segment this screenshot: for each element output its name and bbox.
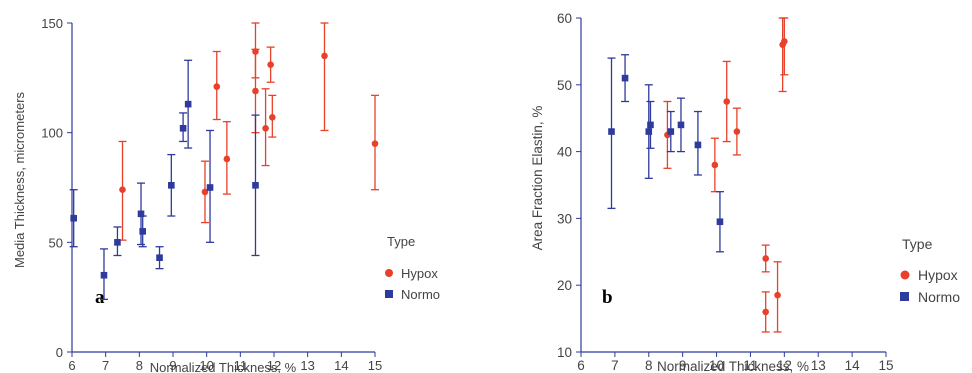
x-tick-label: 9 (169, 358, 176, 373)
x-tick-label: 12 (267, 358, 281, 373)
panel-label: a (95, 287, 105, 308)
data-point-hypox (723, 98, 731, 105)
x-tick-label: 9 (679, 358, 687, 373)
x-tick-labels: 6 7 8 9 10 11 12 13 14 15 (577, 358, 893, 373)
y-tick-label: 100 (41, 126, 63, 141)
legend-marker-hypox (385, 269, 393, 277)
legend-title: Type (387, 234, 415, 249)
x-tick-label: 12 (777, 358, 792, 373)
x-tick-label: 6 (68, 358, 75, 373)
y-tick-label: 0 (56, 345, 63, 360)
data-point-hypox (774, 291, 781, 299)
x-tick-label: 15 (878, 358, 893, 373)
data-point-hypox (262, 124, 269, 132)
x-tick-label: 7 (102, 358, 109, 373)
data-point-normo (621, 74, 629, 82)
data-point-normo (647, 121, 654, 129)
data-point-normo (156, 254, 163, 261)
x-tick-label: 15 (368, 358, 382, 373)
series-hypox (663, 17, 789, 333)
x-tick-label: 8 (645, 358, 653, 373)
x-tick-label: 10 (199, 358, 213, 373)
series-normo (69, 59, 260, 301)
y-tick-labels: 10 20 30 40 50 60 (557, 11, 572, 360)
data-point-normo (667, 128, 675, 135)
y-tick-label: 40 (557, 145, 572, 160)
legend-label-normo: Normo (401, 287, 440, 302)
panel-label: b (602, 287, 613, 308)
data-point-normo (100, 271, 108, 279)
chart-panel-a: 0 50 100 150 6 7 8 9 10 11 12 13 14 15 Normalized Th… (12, 16, 440, 373)
legend-marker-hypox (900, 270, 910, 280)
data-marks (607, 17, 789, 333)
data-marks (69, 22, 379, 301)
legend-marker-normo (385, 290, 393, 298)
chart-panel-b: 10 20 30 40 50 60 6 7 8 9 10 11 12 13 14 15 Normalized… (530, 11, 960, 373)
data-point-hypox (201, 188, 209, 196)
data-point-hypox (371, 140, 379, 147)
axis-ticks (67, 22, 376, 357)
legend-label-hypox: Hypox (401, 266, 438, 281)
y-axis-title: Area Fraction Elastin, % (530, 106, 545, 251)
x-tick-label: 8 (136, 358, 143, 373)
data-point-normo (694, 141, 702, 149)
x-tick-label: 14 (845, 358, 861, 373)
x-tick-label: 6 (577, 358, 585, 373)
data-point-normo (137, 210, 145, 218)
y-tick-label: 20 (557, 278, 572, 293)
data-point-normo (168, 182, 175, 189)
data-point-hypox (711, 161, 719, 169)
y-tick-label: 60 (557, 11, 572, 26)
data-point-normo (206, 184, 214, 191)
series-normo (607, 54, 724, 253)
x-axis-title: Normalized Thickness, % (150, 360, 297, 373)
legend: Type Hypox Normo (900, 236, 960, 305)
data-point-normo (645, 128, 653, 135)
legend-marker-normo (900, 292, 909, 301)
y-tick-label: 50 (557, 78, 572, 93)
data-point-normo (677, 121, 685, 129)
x-tick-label: 14 (334, 358, 348, 373)
legend-label-hypox: Hypox (918, 267, 958, 283)
data-point-normo (114, 239, 121, 246)
x-tick-label: 11 (234, 358, 248, 373)
y-tick-label: 10 (557, 345, 572, 360)
y-tick-labels: 0 50 100 150 (41, 16, 63, 360)
x-tick-label: 7 (611, 358, 619, 373)
data-point-normo (252, 182, 259, 189)
data-point-hypox (321, 52, 328, 60)
series-hypox (118, 22, 379, 241)
legend: Type Hypox Normo (385, 234, 440, 302)
y-tick-label: 50 (49, 235, 63, 250)
data-point-hypox (119, 186, 126, 193)
data-point-hypox (762, 255, 769, 262)
x-axis-title: Normalized Thickness, % (657, 359, 809, 373)
data-point-normo (716, 218, 724, 226)
data-point-hypox (213, 83, 221, 90)
x-tick-label: 11 (743, 358, 757, 373)
data-point-hypox (267, 61, 274, 68)
y-axis-title: Media Thickness, micrometers (12, 91, 27, 268)
data-point-normo (608, 128, 615, 135)
data-point-normo (184, 100, 192, 108)
axis-ticks (576, 17, 887, 357)
legend-label-normo: Normo (918, 289, 960, 305)
x-tick-label: 13 (300, 358, 314, 373)
legend-title: Type (902, 236, 933, 252)
data-point-normo (139, 228, 146, 235)
data-point-hypox (781, 38, 788, 45)
data-point-hypox (269, 114, 276, 121)
data-point-hypox (762, 308, 769, 316)
y-tick-label: 150 (41, 16, 63, 31)
y-tick-label: 30 (557, 211, 572, 226)
data-point-hypox (733, 128, 741, 135)
data-point-hypox (252, 87, 259, 95)
data-point-hypox (223, 155, 231, 163)
x-tick-label: 13 (811, 358, 826, 373)
x-tick-label: 10 (709, 358, 724, 373)
data-point-normo (179, 124, 187, 132)
data-point-normo (70, 214, 77, 222)
x-tick-labels: 6 7 8 9 10 11 12 13 14 15 (68, 358, 382, 373)
